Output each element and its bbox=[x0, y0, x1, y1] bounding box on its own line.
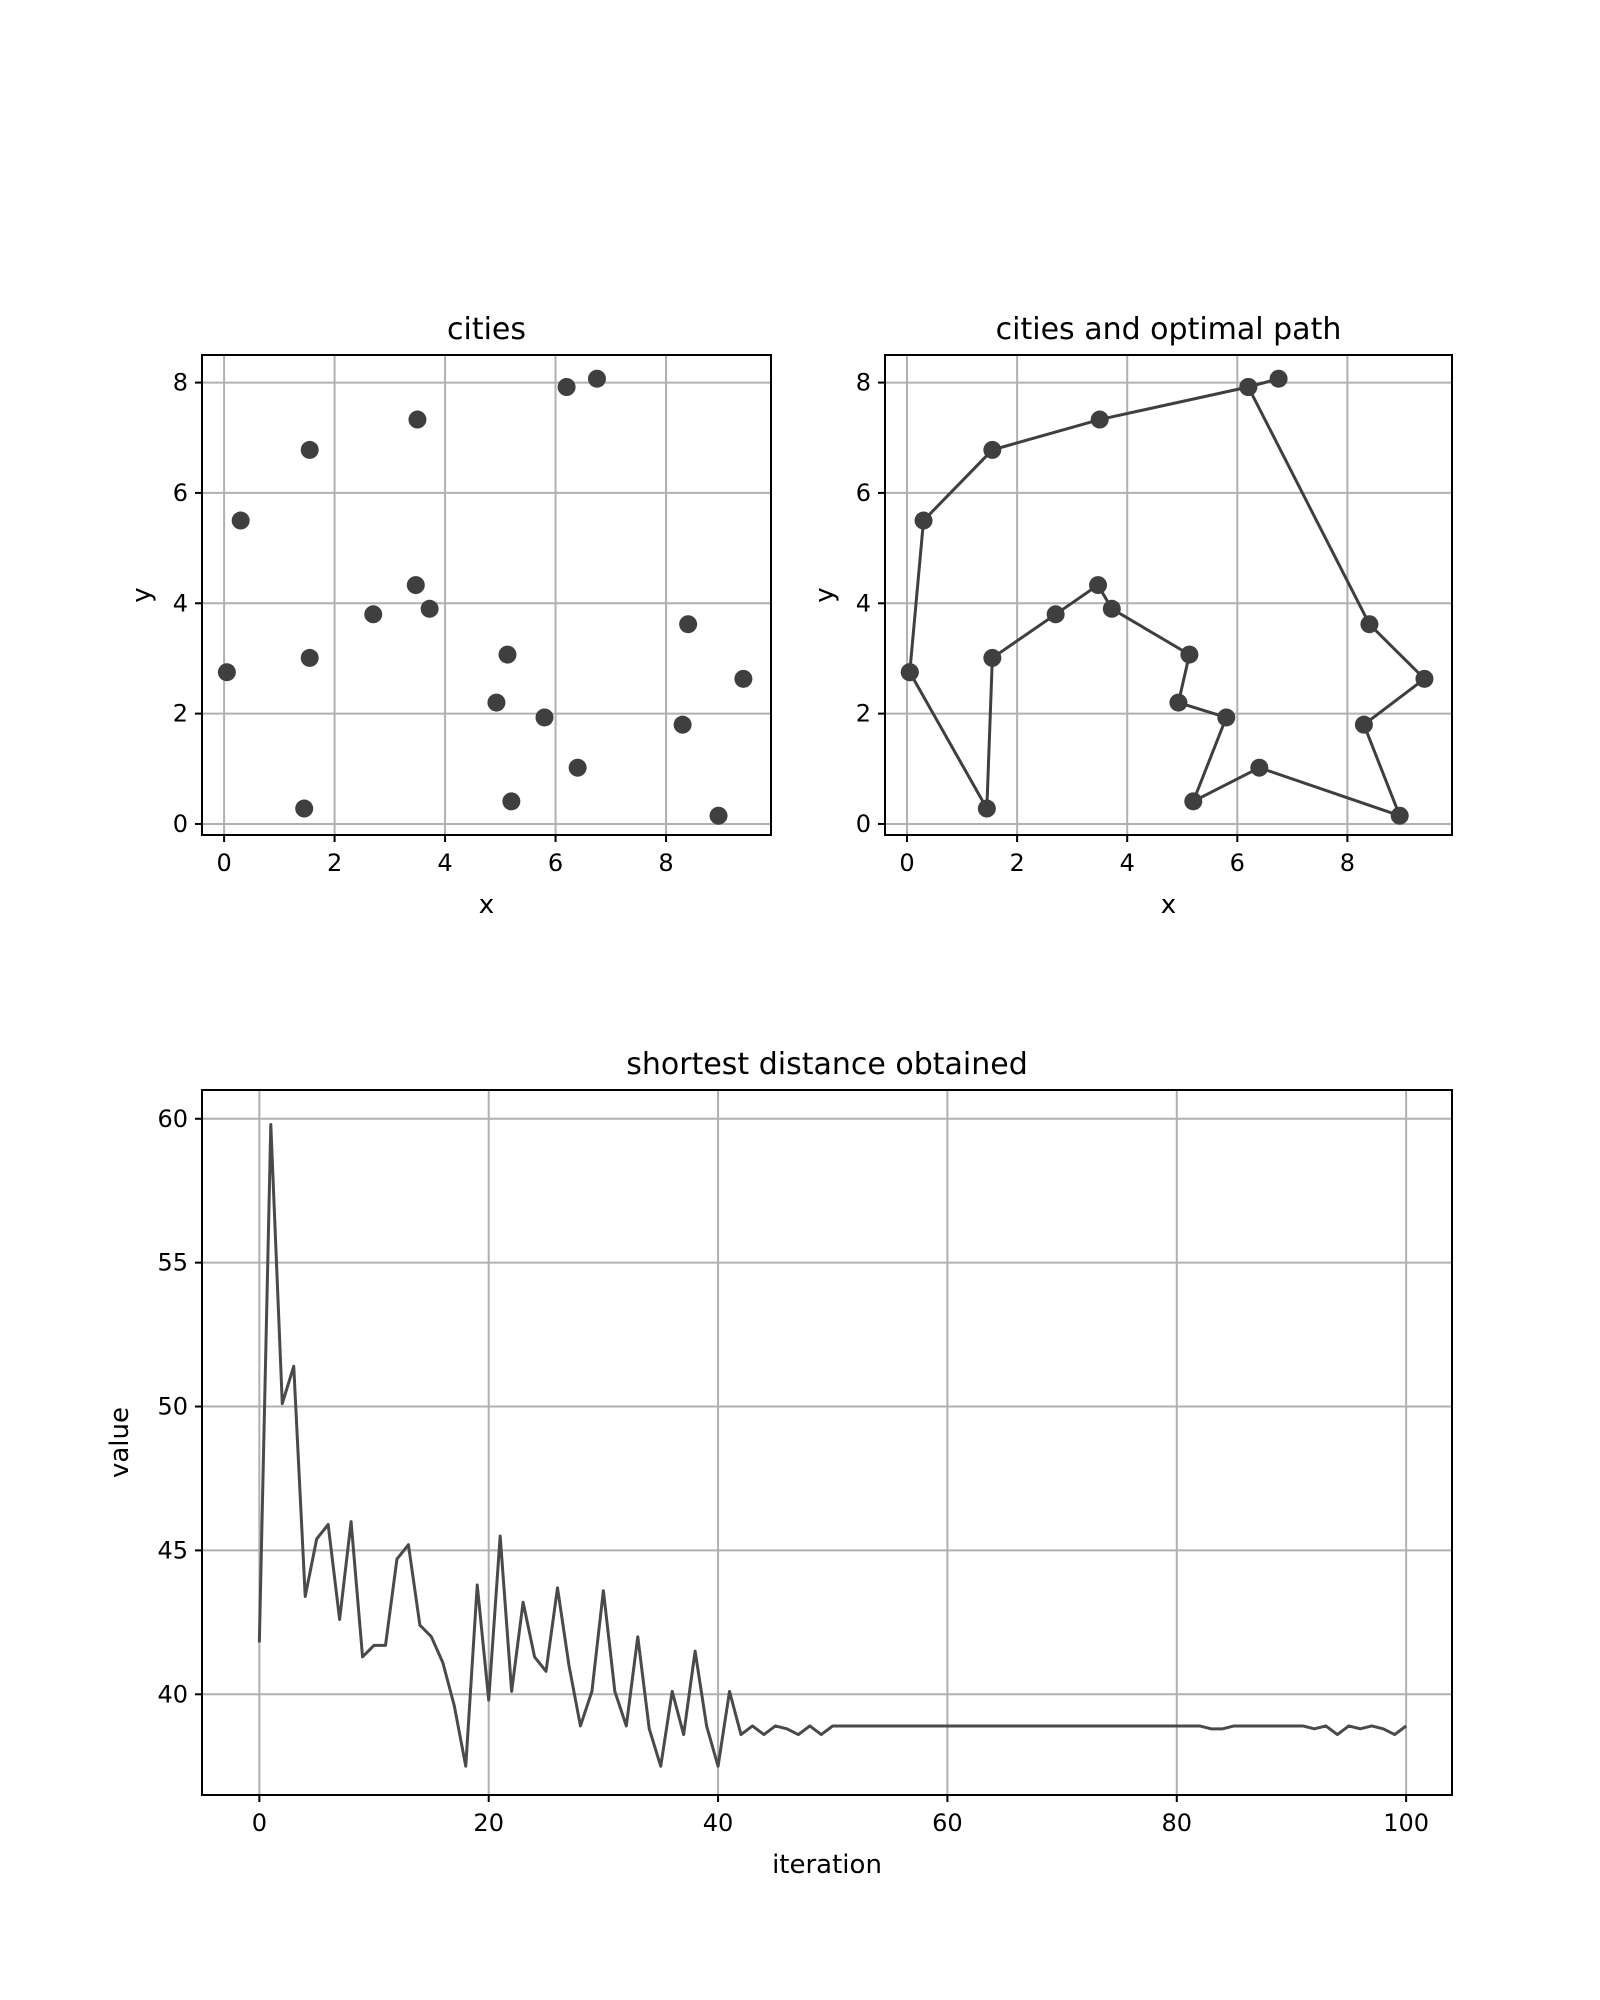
city-point bbox=[408, 410, 427, 429]
path-point bbox=[900, 663, 919, 682]
x-tick-label: 8 bbox=[658, 849, 673, 877]
y-tick-label: 2 bbox=[856, 700, 871, 728]
x-tick-label: 8 bbox=[1340, 849, 1355, 877]
y-tick-label: 2 bbox=[173, 700, 188, 728]
path-point bbox=[1390, 806, 1409, 825]
path-point bbox=[1217, 708, 1236, 727]
y-tick-label: 6 bbox=[856, 479, 871, 507]
city-point bbox=[295, 799, 314, 818]
y-tick-label: 0 bbox=[173, 810, 188, 838]
city-point bbox=[568, 758, 587, 777]
y-axis-label: y bbox=[810, 587, 840, 602]
city-point bbox=[502, 792, 521, 811]
chart-cities-and-optimal-path: 0 2 4 6 8 0 2 4 6 8 cities and optimal path x y bbox=[810, 312, 1453, 920]
y-tick-label: 55 bbox=[157, 1249, 188, 1277]
path-point bbox=[914, 511, 933, 530]
x-tick-label: 60 bbox=[932, 1809, 963, 1837]
path-point bbox=[1180, 645, 1199, 664]
x-tick-label: 4 bbox=[437, 849, 452, 877]
chart-shortest-distance: 0 20 40 60 80 100 40 45 50 55 60 shortest distance … bbox=[105, 1047, 1453, 1880]
y-axis-label: value bbox=[105, 1407, 135, 1478]
chart-title: cities bbox=[447, 312, 526, 347]
city-point bbox=[734, 669, 753, 688]
path-point bbox=[1046, 605, 1065, 624]
y-tick-label: 8 bbox=[856, 369, 871, 397]
city-point bbox=[673, 715, 692, 734]
x-tick-label: 0 bbox=[899, 849, 914, 877]
y-tick-label: 4 bbox=[856, 589, 871, 617]
city-point bbox=[406, 576, 425, 595]
path-point bbox=[1239, 378, 1258, 396]
path-point bbox=[1360, 615, 1379, 634]
x-tick-label: 2 bbox=[327, 849, 342, 877]
city-point bbox=[535, 708, 554, 727]
path-point bbox=[1269, 369, 1288, 388]
x-tick-label: 2 bbox=[1009, 849, 1024, 877]
x-tick-label: 100 bbox=[1383, 1809, 1429, 1837]
city-point bbox=[364, 605, 383, 624]
city-point bbox=[231, 511, 250, 530]
city-point bbox=[587, 369, 606, 388]
optimal-path-line bbox=[908, 377, 1427, 819]
chart-cities: 0 2 4 6 8 0 2 4 6 8 cities x y bbox=[127, 312, 772, 920]
path-point bbox=[983, 648, 1002, 667]
plot-frame bbox=[201, 1089, 1453, 1796]
y-tick-label: 60 bbox=[157, 1105, 188, 1133]
x-tick-label: 40 bbox=[703, 1809, 734, 1837]
city-point bbox=[679, 615, 698, 634]
path-point bbox=[1090, 410, 1109, 429]
city-point bbox=[709, 806, 728, 825]
path-point bbox=[1415, 669, 1434, 688]
path-point bbox=[977, 799, 996, 818]
y-tick-label: 40 bbox=[157, 1680, 188, 1708]
path-point bbox=[1354, 715, 1373, 734]
x-tick-label: 0 bbox=[216, 849, 231, 877]
city-point bbox=[487, 693, 506, 712]
x-tick-label: 20 bbox=[473, 1809, 504, 1837]
plot-frame bbox=[201, 354, 772, 836]
city-point bbox=[217, 663, 236, 682]
city-point bbox=[498, 645, 517, 664]
path-point bbox=[1089, 576, 1108, 595]
y-tick-label: 6 bbox=[173, 479, 188, 507]
city-point bbox=[300, 648, 319, 667]
y-axis-label: y bbox=[127, 587, 157, 602]
city-point bbox=[420, 599, 439, 618]
city-point bbox=[300, 440, 319, 459]
distance-series-line bbox=[257, 1123, 1408, 1768]
path-point bbox=[983, 440, 1002, 459]
x-axis-label: x bbox=[479, 890, 494, 920]
x-tick-label: 80 bbox=[1161, 1809, 1192, 1837]
y-tick-label: 8 bbox=[173, 369, 188, 397]
city-point bbox=[557, 378, 576, 396]
path-point bbox=[1184, 792, 1203, 811]
x-tick-label: 6 bbox=[548, 849, 563, 877]
x-axis-label: x bbox=[1161, 890, 1176, 920]
y-tick-label: 4 bbox=[173, 589, 188, 617]
chart-title: cities and optimal path bbox=[996, 312, 1342, 347]
chart-title: shortest distance obtained bbox=[626, 1047, 1028, 1082]
y-tick-label: 50 bbox=[157, 1393, 188, 1421]
plot-frame bbox=[884, 354, 1453, 836]
x-axis-label: iteration bbox=[772, 1850, 882, 1880]
x-tick-label: 0 bbox=[252, 1809, 267, 1837]
path-point bbox=[1250, 758, 1269, 777]
y-tick-label: 45 bbox=[157, 1536, 188, 1564]
path-point bbox=[1102, 599, 1121, 618]
x-tick-label: 6 bbox=[1230, 849, 1245, 877]
x-tick-label: 4 bbox=[1120, 849, 1135, 877]
path-point bbox=[1169, 693, 1188, 712]
y-tick-label: 0 bbox=[856, 810, 871, 838]
